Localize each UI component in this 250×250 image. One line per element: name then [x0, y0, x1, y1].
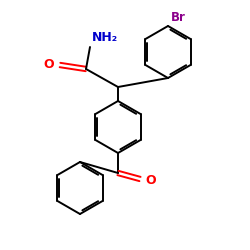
Text: O: O — [44, 58, 54, 70]
Text: NH₂: NH₂ — [92, 31, 118, 44]
Text: Br: Br — [171, 11, 186, 24]
Text: O: O — [145, 174, 156, 186]
